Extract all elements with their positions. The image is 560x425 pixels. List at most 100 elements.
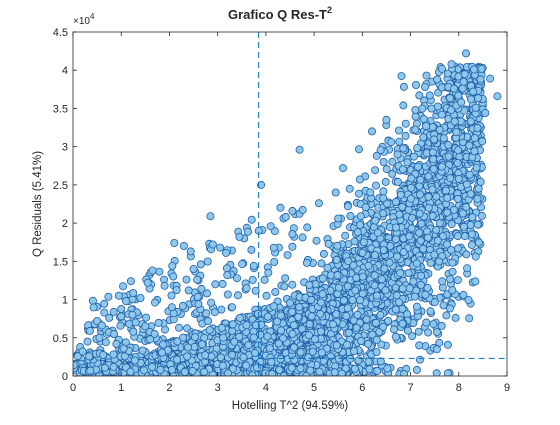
data-point [448,286,457,295]
data-point [307,312,316,321]
data-point [141,322,150,331]
data-point [453,232,462,241]
data-point [412,365,421,374]
data-point [454,174,463,183]
plot-border [72,31,508,377]
data-point [453,194,462,203]
data-point [89,303,98,312]
x-tick-label: 4 [263,382,269,394]
data-point [287,363,296,372]
data-point [298,205,307,214]
data-point [382,115,391,124]
data-point [447,245,456,254]
data-point [203,316,212,325]
data-point [288,206,297,215]
data-point [435,257,444,266]
data-point [432,345,441,354]
x-tick-label: 7 [407,382,413,394]
data-point [350,364,359,373]
data-point [150,298,159,307]
y-tick-label: 3 [62,142,68,154]
data-point [464,295,473,304]
data-point [415,355,424,364]
data-point [224,369,232,376]
data-point [476,177,485,186]
data-point [444,152,453,161]
data-point [424,203,433,212]
data-point [419,115,428,124]
data-point [466,117,475,126]
data-point [353,228,362,237]
data-point [471,103,480,112]
data-point [476,75,485,84]
data-point [218,279,227,288]
data-point [305,320,314,329]
data-point [342,311,351,320]
data-point [405,284,414,293]
data-point [438,277,447,286]
data-point [302,258,311,267]
data-point [210,308,219,317]
data-point [159,340,168,349]
data-point [396,269,405,278]
data-point [364,357,373,366]
data-point [352,323,361,332]
data-point [269,243,278,252]
data-point [167,303,176,312]
data-point [341,231,350,240]
data-point [346,211,355,220]
data-point [343,304,352,313]
data-point [232,274,241,283]
data-point [78,347,87,356]
data-point [97,321,106,330]
data-point [443,290,452,299]
data-point [318,290,327,299]
data-point [275,365,284,374]
data-point [279,334,288,343]
data-point [415,91,424,100]
data-point [112,339,121,348]
data-point [422,122,431,131]
data-point [471,252,480,261]
data-point [316,298,325,307]
data-point [401,119,410,128]
data-point [154,318,163,327]
data-point [332,310,341,319]
data-point [473,123,482,132]
data-point [428,148,437,157]
data-point [364,339,373,348]
data-point [249,333,258,342]
data-point [474,184,483,193]
data-point [193,292,202,301]
data-point [465,170,474,179]
data-point [304,331,313,340]
data-point [218,361,227,370]
data-point [449,205,458,214]
y-tick-label: 4.5 [53,27,68,39]
data-point [373,366,382,375]
data-point [119,282,128,291]
data-point [397,72,406,81]
data-point [235,332,244,341]
data-point [432,369,441,376]
data-point [430,298,439,307]
data-point [462,250,471,259]
x-axis-label: Hotelling T^2 (94.59%) [232,400,349,412]
data-point [437,162,446,171]
y-tick-label: 1 [62,295,68,307]
data-point [423,233,432,242]
data-point [467,230,476,239]
data-point [481,109,490,118]
data-point [387,138,396,147]
data-point [424,192,433,201]
data-point [263,312,272,321]
data-point [366,188,375,197]
data-point [207,298,216,307]
data-point [188,366,197,375]
data-point [294,312,303,321]
data-point [412,302,421,311]
data-point [119,344,128,353]
data-point [296,364,305,373]
data-point [353,310,362,319]
